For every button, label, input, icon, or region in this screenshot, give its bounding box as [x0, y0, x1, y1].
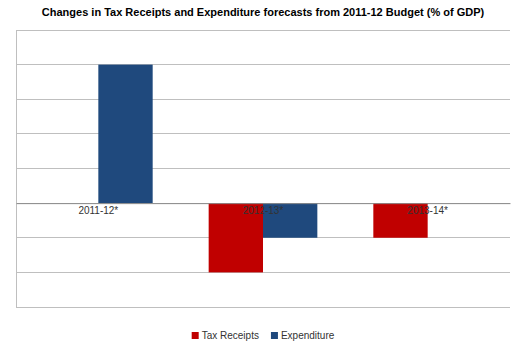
grid [16, 30, 510, 307]
x-tick-label: 2012-13* [243, 205, 284, 216]
grid-line [16, 133, 510, 134]
legend-label: Expenditure [281, 330, 335, 341]
bars [98, 65, 427, 273]
plot: 2011-12* 2012-13* 2013-14* [16, 30, 511, 308]
series [98, 65, 317, 238]
grid-line [16, 30, 510, 31]
x-axis-line [17, 203, 511, 204]
y-axis [16, 31, 18, 308]
grid-line [16, 99, 510, 100]
legend-swatch [271, 332, 278, 339]
legend: Tax Receipts Expenditure [192, 330, 335, 341]
x-tick-label: 2011-12* [78, 205, 118, 216]
grid-line [16, 64, 510, 65]
legend-item: Tax Receipts [192, 330, 259, 341]
x-tick: 2012-13* [243, 203, 284, 216]
x-axis: 2011-12* 2012-13* 2013-14* [17, 203, 511, 216]
grid-line [16, 168, 510, 169]
legend-label: Tax Receipts [202, 330, 259, 341]
bar [98, 65, 152, 204]
legend-swatch [192, 332, 199, 339]
grid-line [16, 203, 510, 204]
grid-line [16, 307, 510, 308]
series [209, 203, 428, 272]
x-tick-label: 2013-14* [407, 205, 448, 216]
y-axis-line [16, 31, 17, 308]
x-tick: 2011-12* [78, 203, 118, 216]
chart: Changes in Tax Receipts and Expenditure … [0, 0, 526, 351]
legend-item: Expenditure [271, 330, 335, 341]
x-tick: 2013-14* [407, 203, 448, 216]
title: Changes in Tax Receipts and Expenditure … [42, 6, 485, 18]
